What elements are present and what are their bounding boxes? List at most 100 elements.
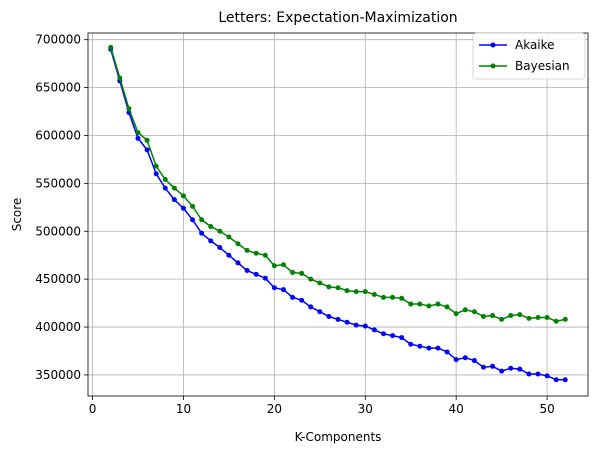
plot-area — [88, 33, 588, 396]
data-point-akaike — [544, 373, 550, 379]
data-point-bayesian — [526, 315, 532, 321]
plot-frame — [87, 32, 589, 397]
data-point-akaike — [335, 316, 341, 322]
data-point-bayesian — [144, 137, 150, 143]
data-point-bayesian — [390, 294, 396, 300]
legend-marker-bayesian — [490, 63, 496, 69]
data-point-bayesian — [399, 295, 405, 301]
y-tick-label: 450000 — [35, 272, 81, 286]
data-point-bayesian — [235, 241, 241, 247]
data-point-akaike — [299, 297, 305, 303]
y-tick-label: 700000 — [35, 33, 81, 47]
data-point-akaike — [171, 197, 177, 203]
y-axis-ticks: 350000 400000 450000 500000 550000 600000 6500… — [35, 33, 88, 382]
data-point-bayesian — [562, 316, 568, 322]
x-tick-label: 20 — [267, 402, 282, 416]
data-point-akaike — [490, 363, 496, 369]
data-point-bayesian — [299, 270, 305, 276]
data-point-bayesian — [226, 234, 232, 240]
data-point-bayesian — [335, 285, 341, 291]
data-point-akaike — [153, 171, 159, 177]
data-point-bayesian — [462, 307, 468, 313]
data-point-bayesian — [408, 301, 414, 307]
data-point-bayesian — [371, 291, 377, 297]
data-point-akaike — [562, 377, 568, 383]
data-point-bayesian — [199, 217, 205, 223]
data-point-akaike — [453, 357, 459, 363]
y-tick-label: 400000 — [35, 320, 81, 334]
x-tick-label: 30 — [358, 402, 373, 416]
data-point-akaike — [390, 333, 396, 339]
data-point-akaike — [308, 304, 314, 310]
data-point-akaike — [380, 331, 386, 337]
data-point-bayesian — [180, 193, 186, 199]
data-point-akaike — [435, 345, 441, 351]
data-point-bayesian — [280, 262, 286, 268]
x-tick-label: 0 — [89, 402, 97, 416]
data-point-akaike — [262, 275, 268, 281]
data-point-akaike — [317, 309, 323, 315]
data-point-bayesian — [326, 284, 332, 290]
data-point-akaike — [399, 335, 405, 341]
data-point-akaike — [190, 217, 196, 223]
data-point-akaike — [471, 358, 477, 364]
data-point-bayesian — [317, 280, 323, 286]
data-point-bayesian — [308, 276, 314, 282]
data-point-bayesian — [480, 314, 486, 320]
data-point-bayesian — [353, 289, 359, 295]
data-point-bayesian — [262, 252, 268, 258]
y-tick-label: 500000 — [35, 224, 81, 238]
y-tick-label: 600000 — [35, 128, 81, 142]
data-point-bayesian — [271, 263, 277, 269]
data-point-akaike — [526, 371, 532, 377]
x-axis-label: K-Components — [295, 430, 382, 444]
data-point-akaike — [244, 268, 250, 274]
data-point-bayesian — [244, 247, 250, 253]
data-point-akaike — [408, 341, 414, 347]
x-tick-label: 50 — [539, 402, 554, 416]
data-point-akaike — [371, 327, 377, 333]
data-point-akaike — [271, 285, 277, 291]
data-point-bayesian — [471, 309, 477, 315]
legend: Akaike Bayesian — [472, 32, 586, 80]
data-point-bayesian — [544, 314, 550, 320]
data-point-akaike — [417, 343, 423, 349]
data-point-akaike — [344, 319, 350, 325]
data-point-akaike — [280, 287, 286, 293]
data-point-bayesian — [171, 185, 177, 191]
data-point-akaike — [353, 322, 359, 328]
chart-title: Letters: Expectation-Maximization — [218, 10, 457, 26]
data-point-akaike — [326, 314, 332, 320]
data-point-akaike — [144, 147, 150, 153]
data-point-akaike — [235, 260, 241, 266]
data-point-bayesian — [517, 312, 523, 318]
series-bayesian — [108, 44, 568, 324]
data-point-bayesian — [126, 106, 132, 112]
data-point-akaike — [217, 245, 223, 251]
data-point-bayesian — [444, 304, 450, 310]
grid-lines — [88, 33, 588, 396]
data-point-bayesian — [417, 301, 423, 307]
data-point-akaike — [480, 364, 486, 370]
y-tick-label: 550000 — [35, 176, 81, 190]
x-tick-label: 10 — [176, 402, 191, 416]
x-tick-label: 40 — [449, 402, 464, 416]
y-tick-label: 650000 — [35, 81, 81, 95]
data-point-akaike — [135, 135, 141, 141]
data-point-bayesian — [535, 314, 541, 320]
data-point-akaike — [517, 366, 523, 372]
series-akaike — [108, 46, 568, 383]
data-point-bayesian — [508, 313, 514, 319]
data-point-akaike — [199, 230, 205, 236]
data-point-bayesian — [153, 163, 159, 169]
data-point-akaike — [553, 377, 559, 383]
data-point-bayesian — [217, 228, 223, 234]
data-point-bayesian — [208, 223, 214, 229]
data-point-akaike — [253, 271, 259, 277]
y-tick-label: 350000 — [35, 368, 81, 382]
data-point-akaike — [290, 294, 296, 300]
data-point-bayesian — [253, 250, 259, 256]
data-point-bayesian — [362, 289, 368, 295]
data-point-akaike — [226, 252, 232, 258]
y-axis-label: Score — [10, 198, 24, 232]
